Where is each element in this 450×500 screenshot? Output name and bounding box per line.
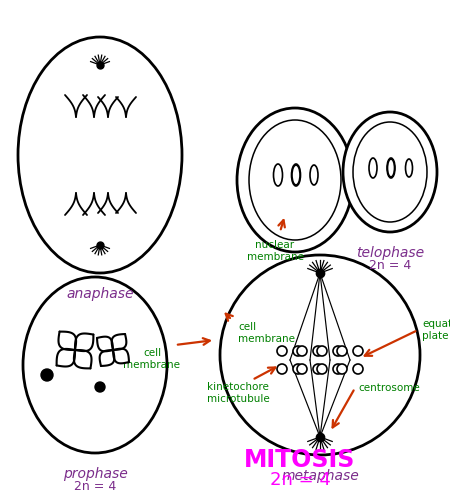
Text: nuclear
membrane: nuclear membrane	[247, 240, 303, 262]
Ellipse shape	[313, 346, 323, 356]
Text: 2n = 4: 2n = 4	[369, 259, 411, 272]
Text: 2n = 4: 2n = 4	[270, 471, 330, 489]
Ellipse shape	[237, 108, 353, 252]
Text: centrosome: centrosome	[358, 383, 420, 393]
Ellipse shape	[333, 364, 343, 374]
Ellipse shape	[277, 346, 287, 356]
Ellipse shape	[369, 158, 377, 178]
Ellipse shape	[405, 159, 413, 177]
Ellipse shape	[293, 346, 303, 356]
Text: prophase: prophase	[63, 467, 127, 481]
Ellipse shape	[18, 37, 182, 273]
Ellipse shape	[343, 112, 437, 232]
Ellipse shape	[313, 364, 323, 374]
Ellipse shape	[387, 158, 395, 178]
Ellipse shape	[23, 277, 167, 453]
Ellipse shape	[310, 165, 318, 185]
Ellipse shape	[387, 159, 395, 177]
Ellipse shape	[293, 364, 303, 374]
Text: anaphase: anaphase	[66, 287, 134, 301]
Circle shape	[41, 369, 53, 381]
Text: 2n = 4: 2n = 4	[74, 480, 116, 493]
Ellipse shape	[277, 364, 287, 374]
Ellipse shape	[317, 346, 327, 356]
Ellipse shape	[297, 364, 307, 374]
Ellipse shape	[353, 364, 363, 374]
Ellipse shape	[317, 364, 327, 374]
Circle shape	[220, 255, 420, 455]
Ellipse shape	[337, 364, 347, 374]
Text: cell
membrane: cell membrane	[238, 322, 295, 344]
Ellipse shape	[292, 164, 301, 186]
Ellipse shape	[292, 165, 300, 185]
Text: kinetochore
microtubule: kinetochore microtubule	[207, 382, 270, 404]
Circle shape	[95, 382, 105, 392]
Ellipse shape	[353, 122, 427, 222]
Text: metaphase: metaphase	[281, 469, 359, 483]
Ellipse shape	[274, 164, 283, 186]
Text: MITOSIS: MITOSIS	[244, 448, 356, 472]
Ellipse shape	[353, 346, 363, 356]
Text: equatorial
plate: equatorial plate	[422, 319, 450, 341]
Text: telophase: telophase	[356, 246, 424, 260]
Ellipse shape	[337, 346, 347, 356]
Ellipse shape	[297, 346, 307, 356]
Text: cell
membrane: cell membrane	[123, 348, 180, 370]
Ellipse shape	[333, 346, 343, 356]
Ellipse shape	[249, 120, 341, 240]
